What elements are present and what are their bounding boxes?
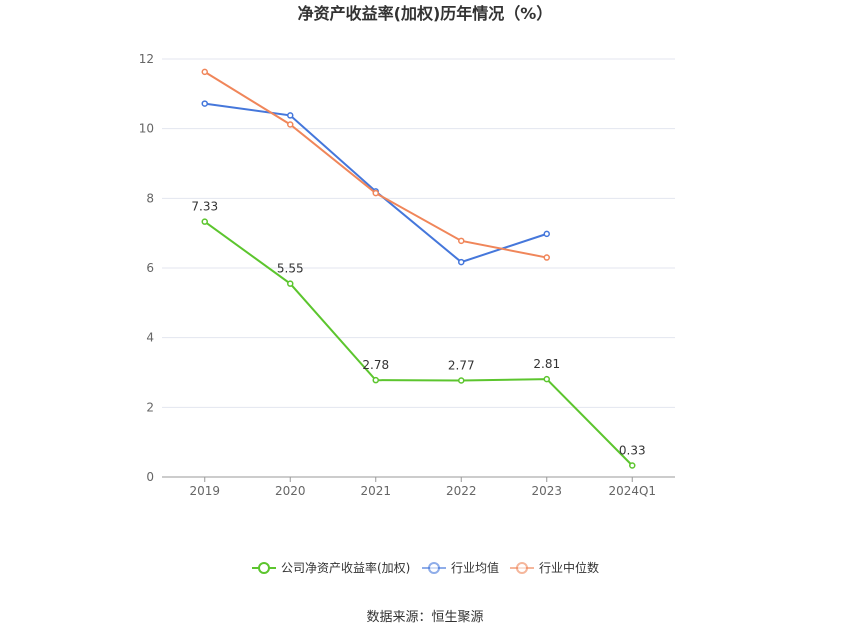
y-axis: 0 2 4 6 8 10 12 (139, 52, 154, 484)
legend[interactable]: 公司净资产收益率(加权) 行业均值 行业中位数 (252, 560, 599, 575)
series-2 (201, 68, 550, 261)
series-line (204, 71, 547, 259)
data-label: 5.55 (277, 262, 304, 276)
chart-title: 净资产收益率(加权)历年情况（%） (298, 4, 553, 23)
legend-swatch-marker (258, 562, 270, 574)
data-label: 2.81 (533, 357, 560, 371)
series-line (204, 102, 548, 264)
data-point[interactable] (543, 375, 550, 383)
data-point[interactable] (458, 258, 465, 266)
y-tick-label: 4 (146, 331, 154, 345)
y-tick-label: 12 (139, 52, 154, 66)
x-tick-label: 2022 (446, 484, 477, 498)
y-tick-label: 10 (139, 122, 154, 136)
data-point[interactable] (372, 189, 379, 197)
series-1 (201, 100, 550, 266)
source-note: 数据来源：恒生聚源 (366, 610, 483, 625)
data-point[interactable] (543, 230, 550, 238)
series-line (204, 220, 633, 467)
y-tick-label: 2 (146, 400, 154, 414)
data-point[interactable] (629, 462, 636, 469)
x-tick-label: 2019 (189, 484, 220, 498)
legend-swatch-marker (428, 562, 440, 574)
data-label: 2.78 (362, 358, 389, 372)
legend-label: 行业中位数 (539, 560, 599, 575)
data-point[interactable] (201, 68, 208, 76)
data-point[interactable] (543, 254, 550, 261)
x-tick-label: 2021 (360, 484, 391, 498)
legend-item-0[interactable]: 公司净资产收益率(加权) (252, 560, 410, 575)
y-tick-label: 8 (146, 191, 154, 205)
legend-label: 行业均值 (451, 560, 499, 575)
data-point[interactable] (458, 237, 465, 245)
legend-item-1[interactable]: 行业均值 (422, 560, 499, 575)
x-tick-label: 2024Q1 (608, 484, 656, 498)
data-label: 0.33 (619, 444, 646, 458)
y-tick-label: 6 (146, 261, 154, 275)
grid-lines (162, 58, 675, 408)
data-point[interactable] (287, 121, 294, 128)
x-tick-label: 2023 (531, 484, 562, 498)
x-axis: 2019 2020 2021 2022 2023 2024Q1 (162, 476, 675, 498)
x-tick-label: 2020 (275, 484, 306, 498)
legend-label: 公司净资产收益率(加权) (281, 560, 410, 575)
series-0: 7.33 5.55 2.78 2.77 2.81 0.33 (191, 200, 646, 469)
y-tick-label: 0 (146, 470, 154, 484)
data-point[interactable] (287, 280, 294, 287)
data-label: 2.77 (448, 359, 475, 373)
data-point[interactable] (201, 218, 208, 225)
legend-item-2[interactable]: 行业中位数 (510, 560, 599, 575)
data-label: 7.33 (191, 200, 218, 214)
data-point[interactable] (201, 100, 208, 107)
data-point[interactable] (287, 112, 294, 119)
series-layer: 7.33 5.55 2.78 2.77 2.81 0.33 (191, 68, 646, 469)
data-point[interactable] (372, 376, 379, 384)
legend-swatch-marker (516, 562, 528, 574)
data-point[interactable] (458, 377, 465, 384)
